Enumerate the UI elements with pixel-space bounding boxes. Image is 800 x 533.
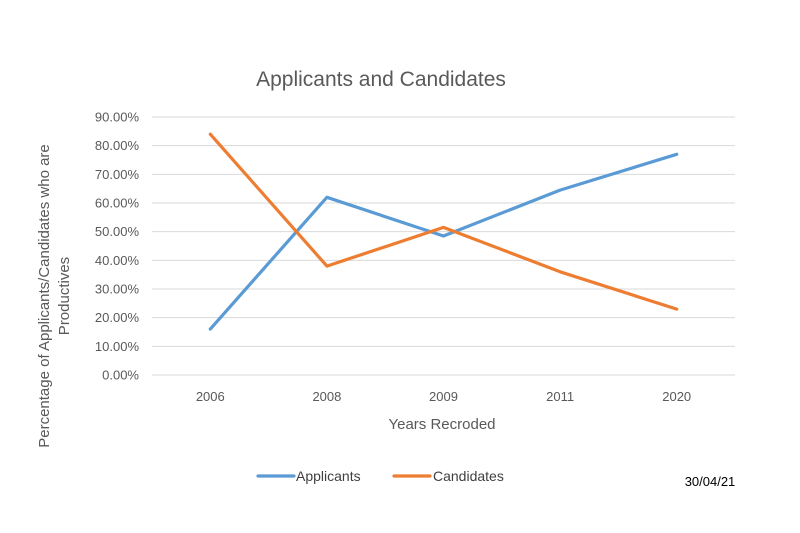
x-tick-label: 2009 [429, 389, 458, 404]
y-tick-label: 10.00% [95, 339, 140, 354]
y-axis-label-line-2: Productives [56, 257, 73, 335]
x-axis-label: Years Recroded [388, 416, 495, 433]
x-axis-ticks: 2006 2008 2009 2011 2020 [196, 389, 691, 404]
y-tick-label: 20.00% [95, 310, 140, 325]
y-tick-label: 80.00% [95, 138, 140, 153]
legend-label: Applicants [296, 468, 361, 484]
chart-title: Applicants and Candidates [256, 68, 506, 91]
legend: Applicants Candidates [256, 468, 504, 484]
y-tick-label: 50.00% [95, 224, 140, 239]
series-lines [208, 132, 679, 331]
y-axis-label-line-1: Percentage of Applicants/Candidates who … [36, 144, 53, 448]
series-line-candidates [208, 132, 679, 311]
date-note: 30/04/21 [685, 474, 736, 489]
gridlines [152, 116, 735, 376]
x-tick-label: 2006 [196, 389, 225, 404]
y-tick-label: 70.00% [95, 167, 140, 182]
legend-item-applicants: Applicants [256, 468, 361, 484]
y-tick-label: 40.00% [95, 253, 140, 268]
y-axis-label: Percentage of Applicants/Candidates who … [36, 144, 73, 448]
x-tick-label: 2008 [312, 389, 341, 404]
series-line-applicants [208, 152, 679, 331]
y-tick-label: 90.00% [95, 110, 140, 125]
y-tick-label: 0.00% [102, 368, 139, 383]
legend-item-candidates: Candidates [392, 468, 504, 484]
x-tick-label: 2020 [662, 389, 691, 404]
y-axis-ticks: 0.00% 10.00% 20.00% 30.00% 40.00% 50.00% 60.00… [95, 110, 140, 383]
legend-label: Candidates [433, 468, 504, 484]
x-tick-label: 2011 [546, 389, 574, 404]
y-tick-label: 60.00% [95, 196, 140, 211]
y-tick-label: 30.00% [95, 282, 140, 297]
